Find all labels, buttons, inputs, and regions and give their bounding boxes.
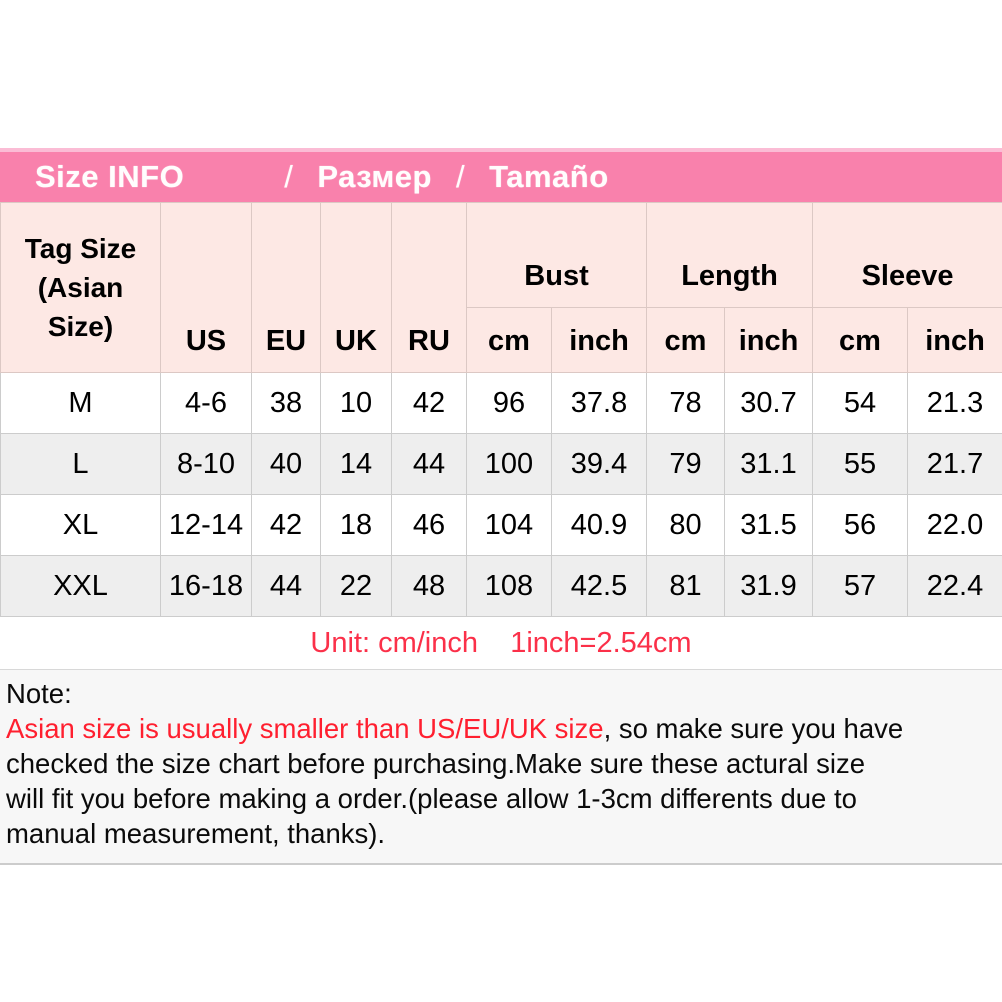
subcol-header-sleeve-inch: inch: [907, 307, 1002, 373]
cell-bust-inch: 42.5: [550, 555, 648, 617]
cell-tag: M: [0, 372, 161, 434]
cell-uk: 10: [320, 372, 392, 434]
cell-us: 8-10: [160, 433, 252, 495]
size-info-banner: Size INFO / Размер / Tamaño: [0, 148, 1002, 202]
cell-bust-cm: 108: [466, 555, 552, 617]
cell-bust-cm: 96: [466, 372, 552, 434]
cell-bust-inch: 39.4: [550, 433, 648, 495]
cell-length-cm: 79: [646, 433, 726, 495]
col-header-eu: EU: [251, 202, 321, 373]
cell-sleeve-inch: 22.4: [907, 555, 1002, 617]
cell-sleeve-inch: 22.0: [907, 494, 1002, 556]
cell-sleeve-inch: 21.3: [907, 372, 1002, 434]
cell-uk: 14: [320, 433, 392, 495]
cell-ru: 48: [391, 555, 467, 617]
col-header-uk: UK: [320, 202, 392, 373]
banner-title-ru: Размер: [317, 159, 432, 194]
subcol-header-length-inch: inch: [724, 307, 814, 373]
cell-sleeve-cm: 57: [812, 555, 909, 617]
note-body: Asian size is usually smaller than US/EU…: [6, 711, 994, 851]
cell-us: 12-14: [160, 494, 252, 556]
cell-ru: 44: [391, 433, 467, 495]
subcol-header-bust-cm: cm: [466, 307, 552, 373]
cell-eu: 44: [251, 555, 321, 617]
cell-ru: 46: [391, 494, 467, 556]
cell-uk: 22: [320, 555, 392, 617]
subcol-header-length-cm: cm: [646, 307, 726, 373]
col-header-us: US: [160, 202, 252, 373]
size-row-xxl: XXL 16-18 44 22 48 108 42.5 81 31.9 57 2…: [0, 555, 1002, 617]
cell-length-inch: 31.1: [724, 433, 814, 495]
cell-bust-cm: 104: [466, 494, 552, 556]
size-row-m: M 4-6 38 10 42 96 37.8 78 30.7 54 21.3: [0, 372, 1002, 434]
cell-us: 16-18: [160, 555, 252, 617]
cell-length-inch: 31.9: [724, 555, 814, 617]
cell-eu: 42: [251, 494, 321, 556]
cell-us: 4-6: [160, 372, 252, 434]
cell-bust-inch: 40.9: [550, 494, 648, 556]
note-label: Note:: [6, 678, 72, 709]
note-body-text: , so make sure you have checked the size…: [6, 713, 904, 849]
subcol-header-sleeve-cm: cm: [812, 307, 909, 373]
col-header-tag-size: Tag Size (Asian Size): [0, 202, 161, 373]
col-header-sleeve: Sleeve: [812, 202, 1002, 308]
cell-length-cm: 80: [646, 494, 726, 556]
unit-conversion-line: Unit: cm/inch 1inch=2.54cm: [0, 617, 1002, 669]
cell-sleeve-inch: 21.7: [907, 433, 1002, 495]
note-section: Note: Asian size is usually smaller than…: [0, 669, 1002, 865]
cell-ru: 42: [391, 372, 467, 434]
col-header-ru: RU: [391, 202, 467, 373]
cell-bust-cm: 100: [466, 433, 552, 495]
subcol-header-bust-inch: inch: [550, 307, 648, 373]
cell-uk: 18: [320, 494, 392, 556]
cell-length-inch: 30.7: [724, 372, 814, 434]
banner-title-en: Size INFO: [35, 159, 185, 194]
size-row-l: L 8-10 40 14 44 100 39.4 79 31.1 55 21.7: [0, 433, 1002, 495]
cell-sleeve-cm: 54: [812, 372, 909, 434]
top-whitespace: [0, 0, 1002, 148]
cell-length-cm: 81: [646, 555, 726, 617]
cell-tag: XL: [0, 494, 161, 556]
col-header-bust: Bust: [465, 202, 648, 308]
cell-sleeve-cm: 55: [812, 433, 909, 495]
table-header-group-row: Tag Size (Asian Size) US EU UK RU Bust L…: [0, 202, 1002, 373]
size-row-xl: XL 12-14 42 18 46 104 40.9 80 31.5 56 22…: [0, 494, 1002, 556]
cell-tag: XXL: [0, 555, 161, 617]
cell-eu: 38: [251, 372, 321, 434]
cell-length-inch: 31.5: [724, 494, 814, 556]
note-warning-red-text: Asian size is usually smaller than US/EU…: [6, 713, 604, 744]
cell-bust-inch: 37.8: [550, 372, 648, 434]
banner-title-es: Tamaño: [489, 159, 609, 194]
cell-length-cm: 78: [646, 372, 726, 434]
cell-eu: 40: [251, 433, 321, 495]
cell-tag: L: [0, 433, 161, 495]
banner-separator: /: [455, 159, 466, 194]
cell-sleeve-cm: 56: [812, 494, 909, 556]
col-header-length: Length: [646, 202, 814, 308]
table-header-sub-row: cm inch cm inch cm inch: [1, 307, 1002, 373]
banner-separator: /: [284, 159, 294, 194]
size-table: Tag Size (Asian Size) US EU UK RU Bust L…: [0, 202, 1002, 617]
